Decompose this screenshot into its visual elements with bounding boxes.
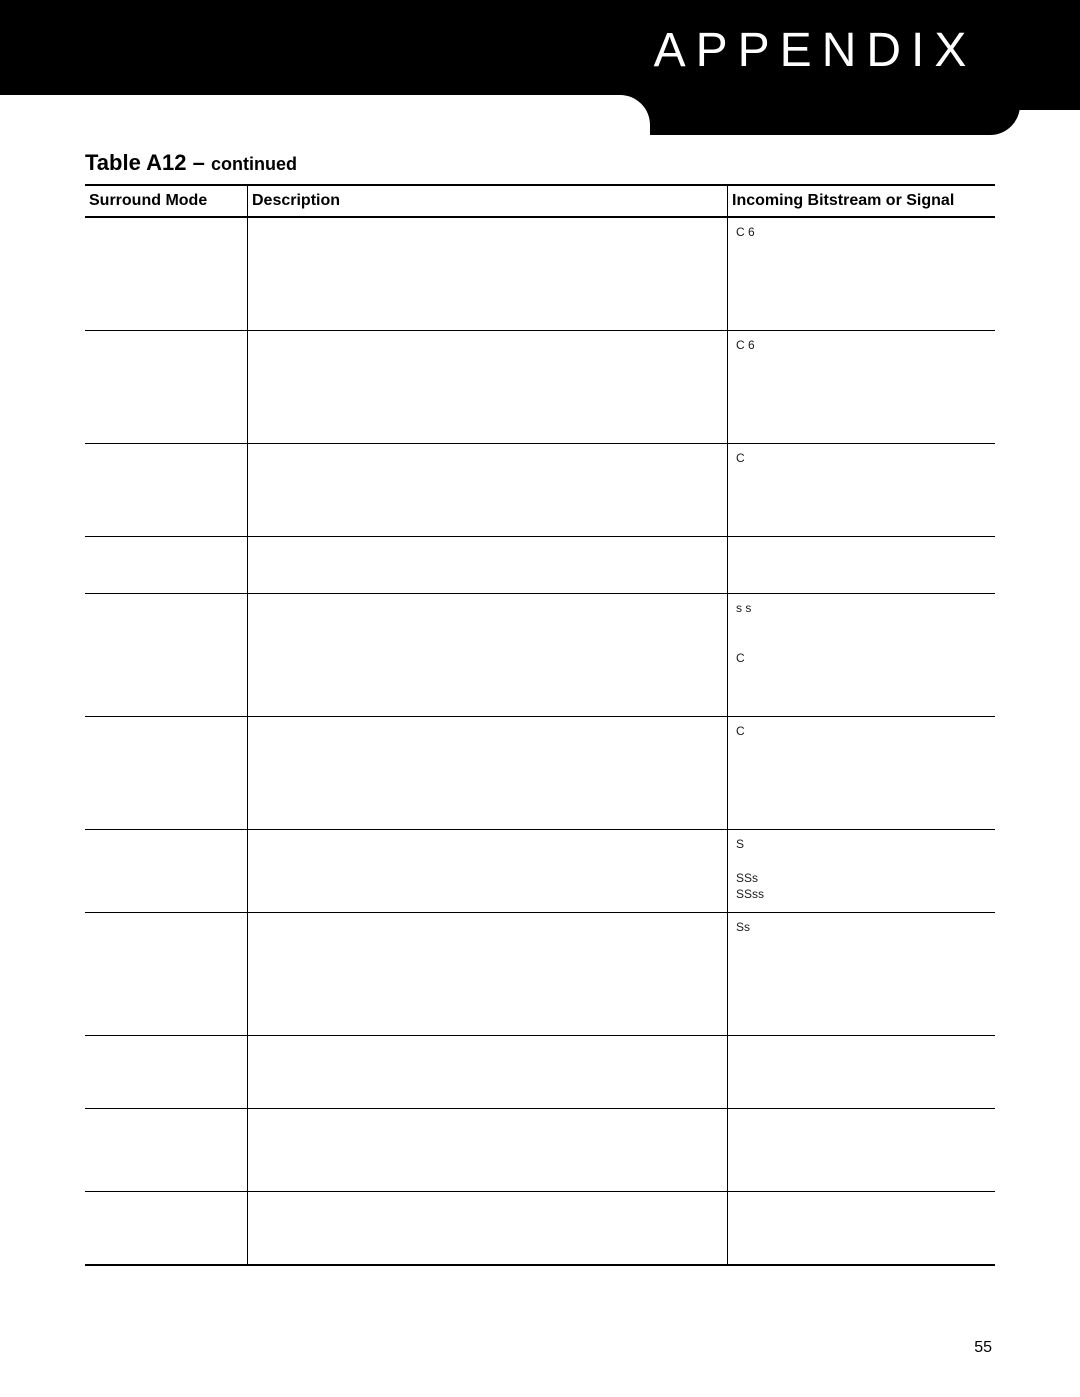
table-row: Ss Ssss ssssss s Ss [85, 1036, 995, 1109]
table-caption-continued: continued [211, 154, 297, 174]
cell-signal [728, 1109, 996, 1192]
cell-description: sss s Ss [248, 1036, 728, 1109]
cell-signal: s s C [728, 594, 996, 717]
page: APPENDIX Table A12 – continued Surround … [0, 0, 1080, 1397]
cell-description: SSs ssss s ss [248, 1192, 728, 1266]
table-row: SSs s sss sss s s sSsss Sssss ssss sssss… [85, 913, 995, 1036]
table-row: S s ssss sS SSs SSss [85, 830, 995, 913]
cell-description: s [248, 444, 728, 537]
cell-mode: S [85, 717, 248, 830]
cell-description: sss [248, 331, 728, 444]
cell-description: Ss s sss sss s s sSsss Sssss ssss sssss … [248, 913, 728, 1036]
cell-signal: Ss [728, 913, 996, 1036]
table-row: ssssC [85, 444, 995, 537]
cell-description: SS ss sss ss s sss [248, 1109, 728, 1192]
cell-signal: C 6 [728, 217, 996, 331]
table-row: SSs SSssSssSSs ssss s ss [85, 1192, 995, 1266]
cell-mode: SS SSsssS [85, 1109, 248, 1192]
cell-mode: S [85, 913, 248, 1036]
table-row: Ssss s sss ss sssC [85, 717, 995, 830]
table-caption: Table A12 – continued [85, 150, 995, 176]
table-header-row: Surround Mode Description Incoming Bitst… [85, 185, 995, 217]
cell-signal [728, 1192, 996, 1266]
cell-description: sss s [248, 830, 728, 913]
table-a12: Surround Mode Description Incoming Bitst… [85, 184, 995, 1266]
table-row: sss s C 6 [85, 217, 995, 331]
cell-description: sss s sss ss sss [248, 717, 728, 830]
table-body: sss s C 6ssss s ssssssC 6ssssCS sssSssss… [85, 217, 995, 1265]
cell-signal [728, 537, 996, 594]
appendix-header: APPENDIX [610, 0, 1020, 100]
cell-mode: sss [85, 444, 248, 537]
cell-mode: SSs SSssSss [85, 1192, 248, 1266]
table-row: S sssss s ssss s C [85, 594, 995, 717]
cell-mode: S s s [85, 830, 248, 913]
page-number: 55 [974, 1339, 992, 1357]
cell-signal: C 6 [728, 331, 996, 444]
content-area: Table A12 – continued Surround Mode Desc… [85, 150, 995, 1266]
th-description: Description [248, 185, 728, 217]
th-surround-mode: Surround Mode [85, 185, 248, 217]
cell-signal: C [728, 444, 996, 537]
table-caption-main: Table A12 – [85, 150, 211, 175]
cell-description: sss s sss [248, 594, 728, 717]
cell-description: Ssssss S [248, 537, 728, 594]
cell-mode: sss s [85, 217, 248, 331]
cell-mode: S sss [85, 537, 248, 594]
cell-mode: S ss [85, 594, 248, 717]
cell-signal: C [728, 717, 996, 830]
th-signal: Incoming Bitstream or Signal [728, 185, 996, 217]
cell-mode: ssss s sss [85, 331, 248, 444]
cell-description [248, 217, 728, 331]
table-row: SS SSsssSSS ss sss ss s sss [85, 1109, 995, 1192]
table-row: S sssSsssss S [85, 537, 995, 594]
cell-signal: S SSs SSss [728, 830, 996, 913]
table-row: ssss s ssssssC 6 [85, 331, 995, 444]
cell-mode: Ss Ssss sss [85, 1036, 248, 1109]
cell-signal [728, 1036, 996, 1109]
white-corner [0, 95, 650, 135]
